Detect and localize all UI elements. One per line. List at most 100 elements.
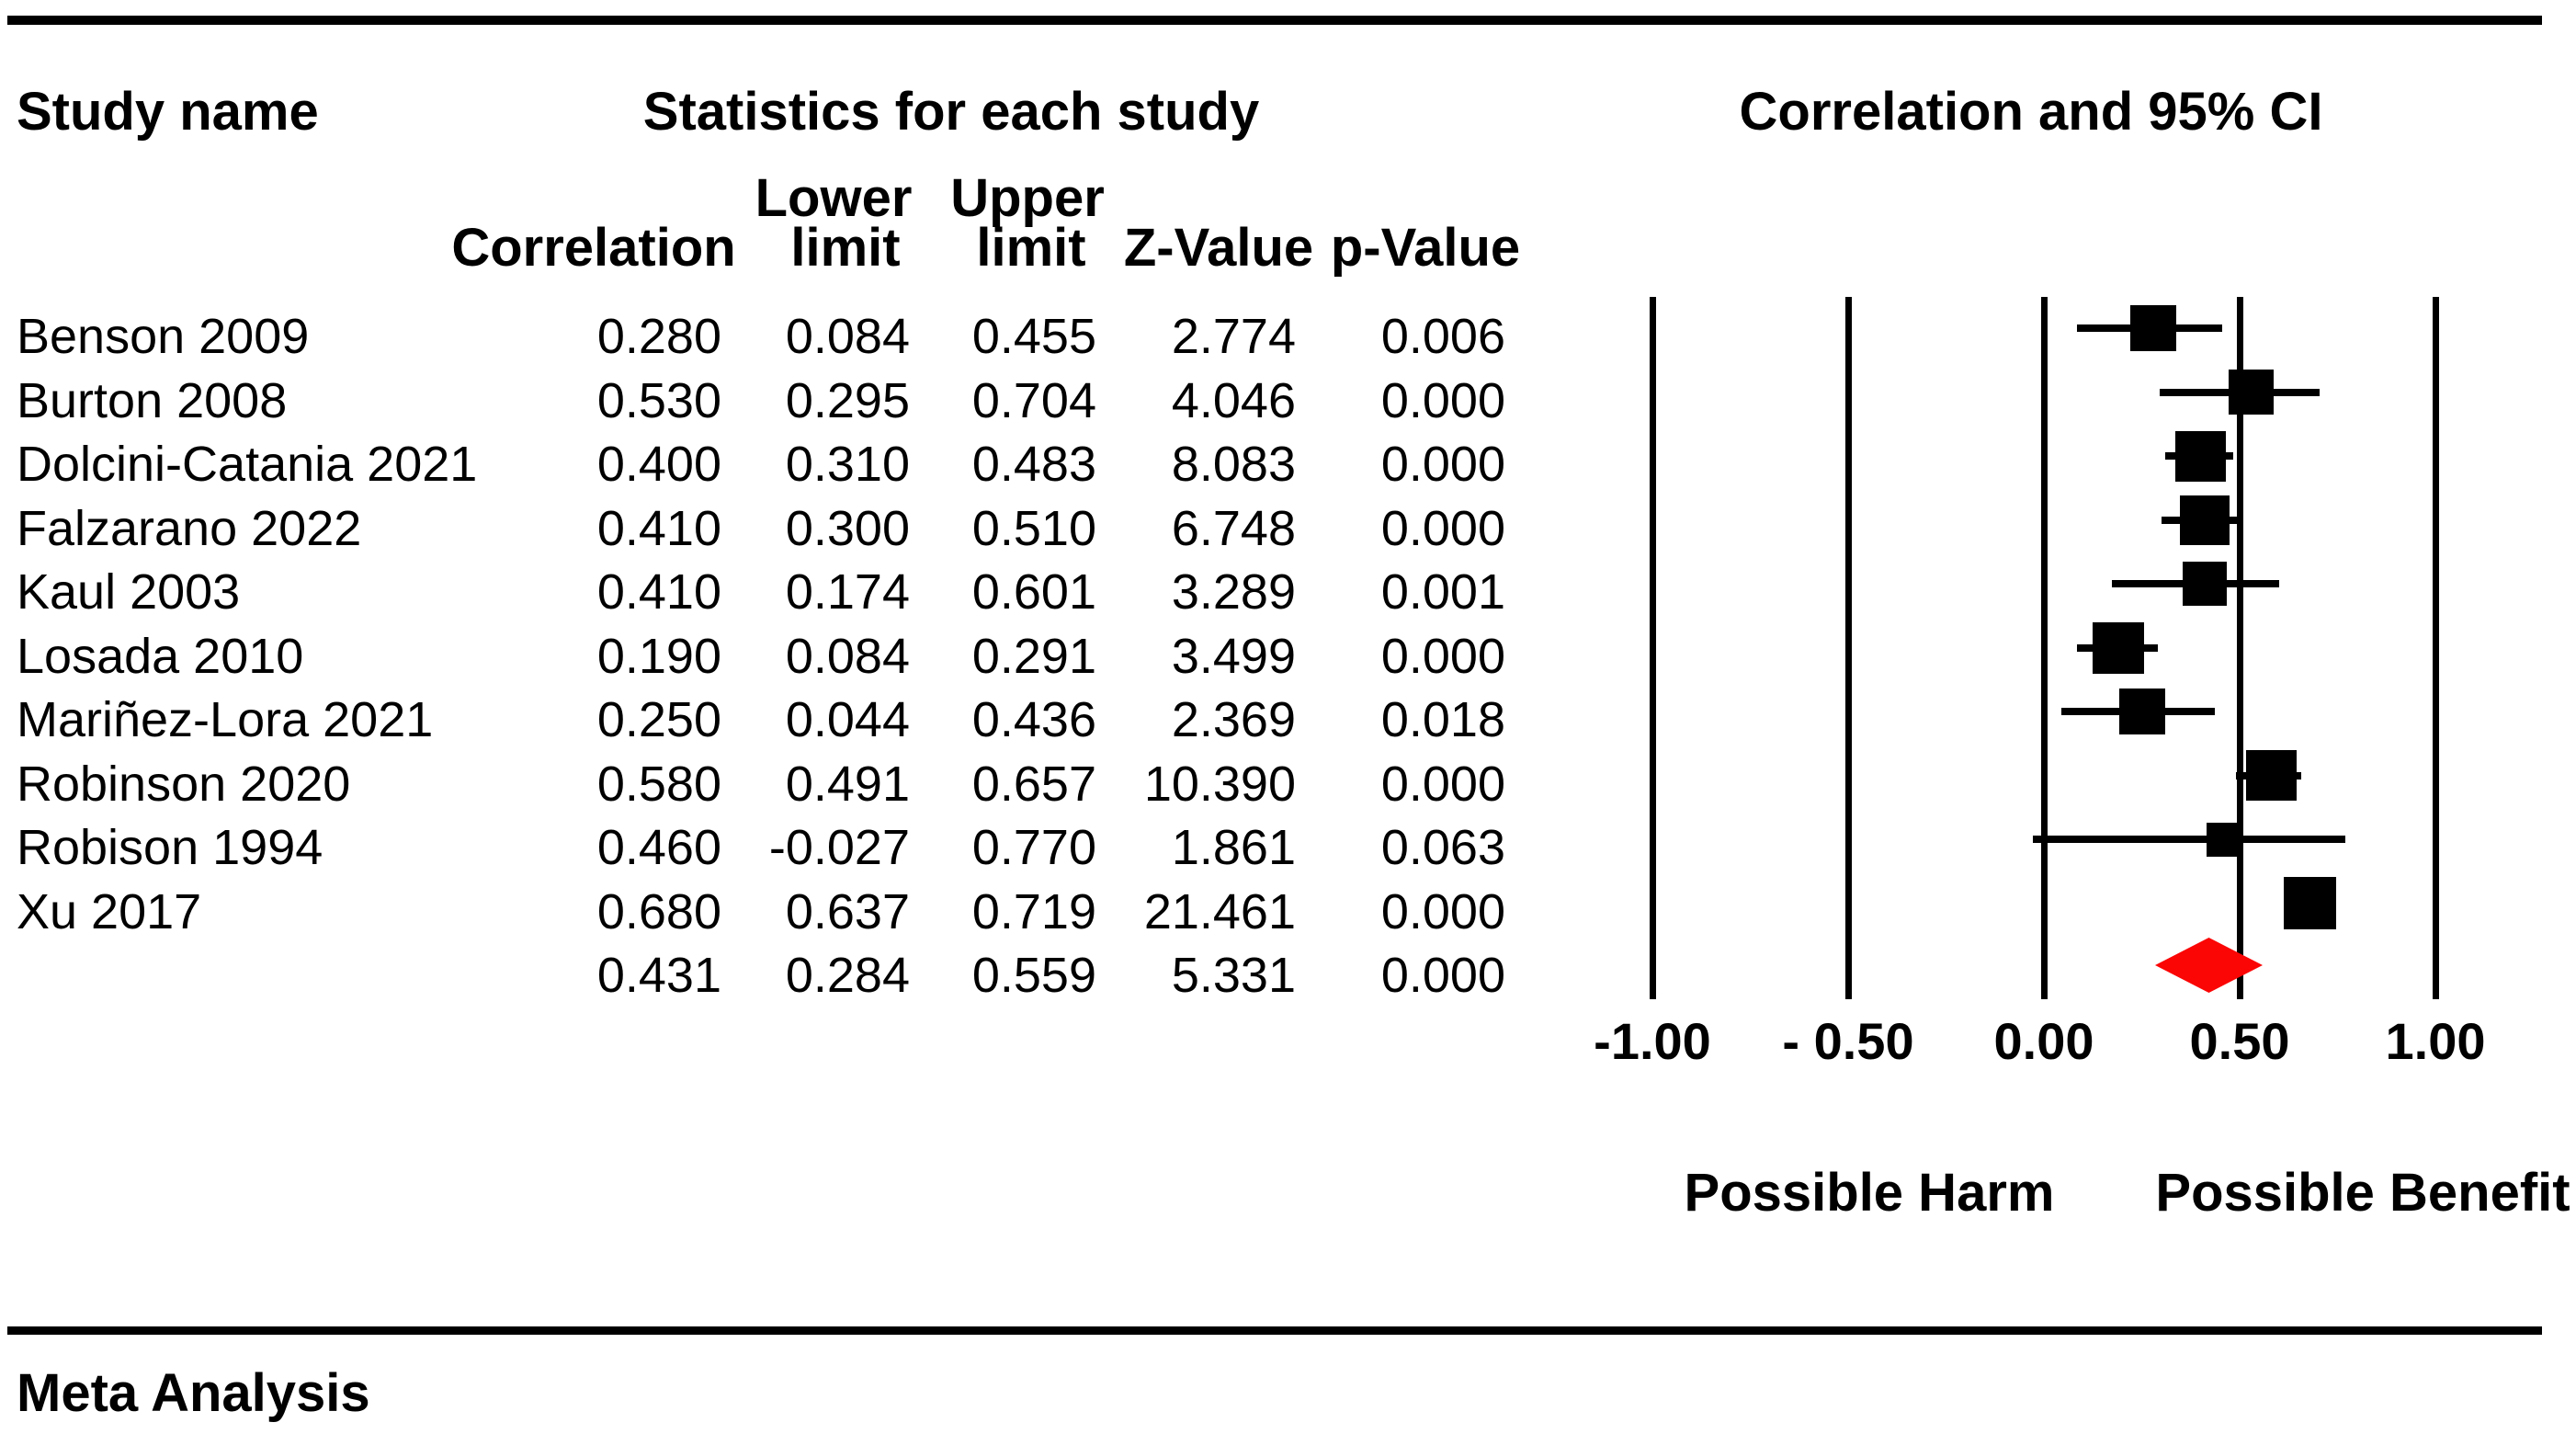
z-value-column-header: Z-Value	[1123, 218, 1314, 278]
upper-limit-cell: 0.601	[971, 564, 1096, 620]
p-value-cell: 0.001	[1380, 564, 1505, 620]
possible-harm-label: Possible Harm	[1684, 1163, 2055, 1223]
correlation-cell: 0.280	[596, 309, 721, 364]
axis-tick-label: - 0.50	[1782, 1012, 1914, 1070]
p-value-cell: 0.000	[1380, 437, 1505, 492]
axis-gridline	[2433, 297, 2439, 999]
correlation-cell: 0.410	[596, 564, 721, 620]
p-value-cell: 0.006	[1380, 309, 1505, 364]
upper-limit-cell: 0.657	[971, 757, 1096, 812]
top-border-rule	[7, 16, 2542, 25]
lower-limit-cell: 0.044	[785, 692, 910, 747]
effect-size-square	[2180, 495, 2230, 545]
p-value-cell: 0.000	[1380, 948, 1505, 1003]
correlation-cell: 0.250	[596, 692, 721, 747]
bottom-border-rule	[7, 1326, 2542, 1335]
axis-tick-label: -1.00	[1594, 1012, 1711, 1070]
lower-column-header: Lower	[755, 168, 913, 228]
study-name-cell: Losada 2010	[17, 629, 304, 684]
upper-limit-cell: 0.704	[971, 373, 1096, 428]
z-value-cell: 3.499	[1171, 629, 1296, 684]
lower-limit-cell: -0.027	[768, 820, 910, 875]
correlation-cell: 0.530	[596, 373, 721, 428]
correlation-cell: 0.580	[596, 757, 721, 812]
possible-benefit-label: Possible Benefit	[2155, 1163, 2570, 1223]
z-value-cell: 6.748	[1171, 501, 1296, 556]
p-value-cell: 0.000	[1380, 629, 1505, 684]
upper-limit-cell: 0.510	[971, 501, 1096, 556]
correlation-cell: 0.400	[596, 437, 721, 492]
p-value-cell: 0.000	[1380, 373, 1505, 428]
study-name-column-title: Study name	[17, 82, 319, 142]
correlation-cell: 0.460	[596, 820, 721, 875]
study-name-cell: Benson 2009	[17, 309, 310, 364]
effect-size-square	[2183, 562, 2227, 606]
study-name-cell: Xu 2017	[17, 884, 202, 939]
axis-gridline	[2041, 297, 2048, 999]
lower-limit-cell: 0.300	[785, 501, 910, 556]
p-value-cell: 0.000	[1380, 501, 1505, 556]
correlation-cell: 0.431	[596, 948, 721, 1003]
study-name-cell: Burton 2008	[17, 373, 288, 428]
lower-limit-cell: 0.084	[785, 309, 910, 364]
z-value-cell: 3.289	[1171, 564, 1296, 620]
z-value-cell: 4.046	[1171, 373, 1296, 428]
lower-limit-cell: 0.284	[785, 948, 910, 1003]
lower-limit-cell: 0.295	[785, 373, 910, 428]
upper-limit-cell: 0.436	[971, 692, 1096, 747]
axis-tick-label: 0.50	[2189, 1012, 2290, 1070]
effect-size-square	[2093, 622, 2144, 674]
z-value-cell: 5.331	[1171, 948, 1296, 1003]
p-value-cell: 0.000	[1380, 757, 1505, 812]
upper-limit-cell: 0.483	[971, 437, 1096, 492]
axis-tick-label: 1.00	[2385, 1012, 2486, 1070]
z-value-cell: 10.390	[1143, 757, 1296, 812]
upper-limit-cell: 0.291	[971, 629, 1096, 684]
study-name-cell: Kaul 2003	[17, 564, 241, 620]
axis-gridline	[1845, 297, 1852, 999]
p-value-column-header: p-Value	[1330, 218, 1521, 278]
upper-limit-column-header: limit	[976, 218, 1086, 278]
upper-limit-cell: 0.770	[971, 820, 1096, 875]
study-name-cell: Robinson 2020	[17, 757, 351, 812]
z-value-cell: 2.369	[1171, 692, 1296, 747]
p-value-cell: 0.018	[1380, 692, 1505, 747]
z-value-cell: 1.861	[1171, 820, 1296, 875]
correlation-cell: 0.410	[596, 501, 721, 556]
lower-limit-cell: 0.084	[785, 629, 910, 684]
effect-size-square	[2246, 750, 2297, 801]
effect-size-square	[2284, 877, 2336, 929]
study-name-cell: Falzarano 2022	[17, 501, 362, 556]
lower-limit-column-header: limit	[790, 218, 901, 278]
effect-size-square	[2175, 431, 2226, 482]
upper-column-header: Upper	[950, 168, 1105, 228]
effect-size-square	[2130, 305, 2176, 351]
p-value-cell: 0.000	[1380, 884, 1505, 939]
axis-gridline	[1650, 297, 1656, 999]
effect-size-square	[2207, 823, 2241, 857]
lower-limit-cell: 0.174	[785, 564, 910, 620]
study-name-cell: Robison 1994	[17, 820, 323, 875]
lower-limit-cell: 0.491	[785, 757, 910, 812]
z-value-cell: 2.774	[1171, 309, 1296, 364]
confidence-interval-whisker	[2033, 836, 2345, 843]
lower-limit-cell: 0.310	[785, 437, 910, 492]
correlation-cell: 0.680	[596, 884, 721, 939]
z-value-cell: 21.461	[1143, 884, 1296, 939]
upper-limit-cell: 0.455	[971, 309, 1096, 364]
upper-limit-cell: 0.559	[971, 948, 1096, 1003]
effect-size-square	[2119, 689, 2165, 734]
plot-title: Correlation and 95% CI	[1739, 82, 2323, 142]
axis-tick-label: 0.00	[1993, 1012, 2094, 1070]
correlation-column-header: Correlation	[451, 218, 736, 278]
upper-limit-cell: 0.719	[971, 884, 1096, 939]
figure-footer-title: Meta Analysis	[17, 1363, 370, 1423]
study-name-cell: Mariñez-Lora 2021	[17, 692, 434, 747]
z-value-cell: 8.083	[1171, 437, 1296, 492]
correlation-cell: 0.190	[596, 629, 721, 684]
axis-gridline	[2237, 297, 2243, 999]
study-name-cell: Dolcini-Catania 2021	[17, 437, 478, 492]
